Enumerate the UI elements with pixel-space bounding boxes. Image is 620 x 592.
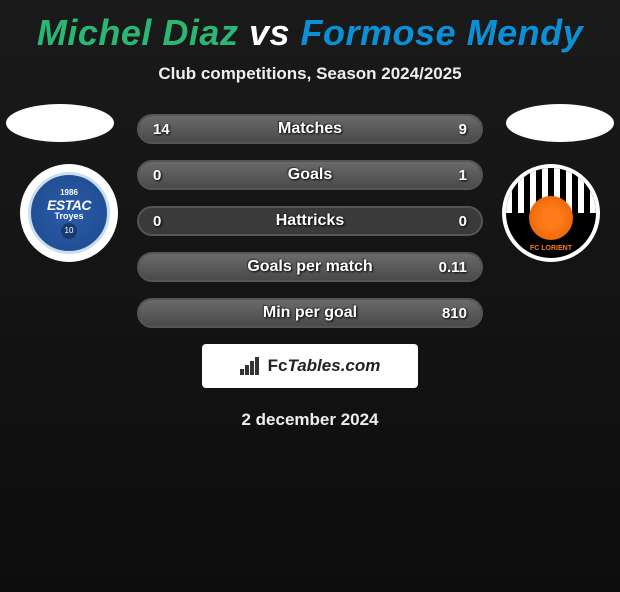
stat-row-hattricks: 0 Hattricks 0 xyxy=(137,206,483,236)
stat-row-goals-per-match: Goals per match 0.11 xyxy=(137,252,483,282)
badge-name-bottom: Troyes xyxy=(54,211,83,221)
team-badge-left: 1986 ESTAC Troyes 10 xyxy=(20,164,118,262)
stat-value-left: 0 xyxy=(153,213,161,230)
subtitle: Club competitions, Season 2024/2025 xyxy=(0,64,620,84)
fc-lorient-logo: FC LORIENT xyxy=(506,168,596,258)
comparison-content: 1986 ESTAC Troyes 10 FC LORIENT 14 Match… xyxy=(0,104,620,430)
page-title: Michel Diaz vs Formose Mendy xyxy=(0,12,620,54)
stat-value-left: 0 xyxy=(153,167,161,184)
stat-row-matches: 14 Matches 9 xyxy=(137,114,483,144)
bar-chart-icon xyxy=(240,357,262,375)
stat-value-right: 0 xyxy=(459,213,467,230)
badge-number: 10 xyxy=(61,223,77,239)
vs-text: vs xyxy=(249,12,290,53)
player-right-name: Formose Mendy xyxy=(301,12,584,53)
player-left-name: Michel Diaz xyxy=(37,12,239,53)
fctables-logo: FcTables.com xyxy=(202,344,418,388)
badge-right-name: FC LORIENT xyxy=(506,245,596,252)
player-photo-left-placeholder xyxy=(6,104,114,142)
stat-fill-left xyxy=(139,116,348,142)
stat-row-min-per-goal: Min per goal 810 xyxy=(137,298,483,328)
stat-label: Hattricks xyxy=(139,212,481,230)
player-photo-right-placeholder xyxy=(506,104,614,142)
logo-text: FcTables.com xyxy=(268,356,381,376)
stat-bars: 14 Matches 9 0 Goals 1 0 Hattricks 0 Goa… xyxy=(137,104,483,328)
badge-year: 1986 xyxy=(60,188,78,197)
stat-fill-right xyxy=(139,300,481,326)
stat-value-right: 9 xyxy=(459,121,467,138)
stat-row-goals: 0 Goals 1 xyxy=(137,160,483,190)
date-text: 2 december 2024 xyxy=(0,410,620,430)
stat-value-left: 14 xyxy=(153,121,170,138)
stat-value-right: 1 xyxy=(459,167,467,184)
team-badge-right: FC LORIENT xyxy=(502,164,600,262)
stat-value-right: 0.11 xyxy=(439,259,467,276)
stat-value-right: 810 xyxy=(442,305,467,322)
stat-fill-right xyxy=(139,254,481,280)
estac-troyes-logo: 1986 ESTAC Troyes 10 xyxy=(28,172,110,254)
stat-fill-right xyxy=(139,162,481,188)
